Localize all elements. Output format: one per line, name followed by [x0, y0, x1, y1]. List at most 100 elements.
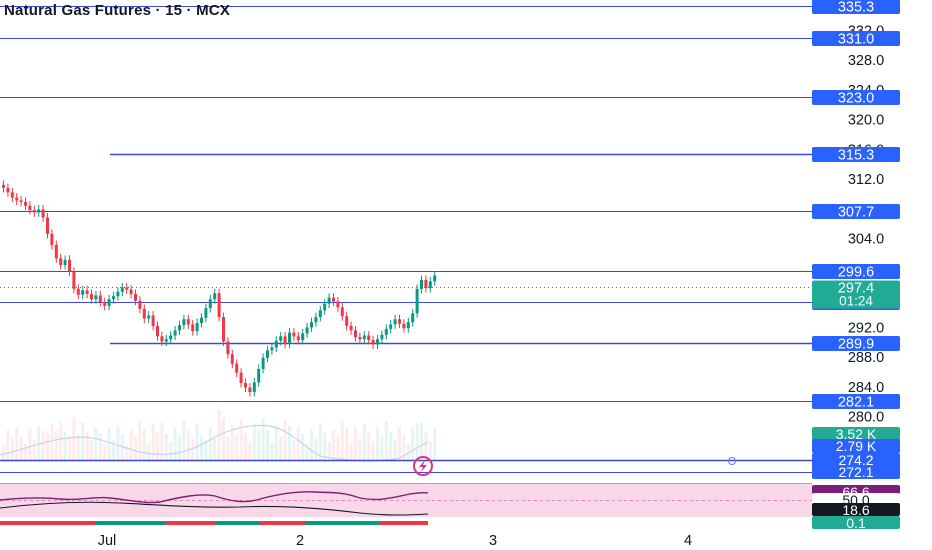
candle-body [283, 336, 287, 344]
candle-body [116, 291, 120, 297]
volume-bar [138, 421, 142, 462]
price-axis-tick: 312.0 [848, 172, 884, 188]
candle-body [244, 383, 247, 388]
volume-bar [305, 443, 309, 462]
candle-body [371, 340, 375, 345]
level-label-box [812, 336, 900, 351]
volume-bar [54, 430, 58, 462]
volume-bar [173, 426, 177, 462]
volume-bar [164, 434, 168, 462]
volume-bar [28, 429, 32, 462]
oscillator-signal-line [0, 501, 429, 516]
candle-body [301, 333, 305, 341]
volume-bar [252, 424, 256, 462]
volume-bar [380, 436, 384, 462]
price-axis-tick: 304.0 [848, 231, 884, 247]
candle-body [50, 233, 54, 246]
trend-strip-segment [0, 521, 96, 525]
volume-bar [182, 421, 186, 462]
volume-bar [160, 422, 164, 462]
volume-bar [257, 430, 261, 462]
sun-icon [728, 457, 736, 465]
oscillator-label-text: 18.6 [842, 502, 869, 518]
volume-bar [195, 423, 199, 462]
lower-level-label-text: 274.2 [838, 452, 873, 468]
lightning-bolt-glyph [419, 460, 427, 472]
candle-body [63, 259, 67, 266]
volume-bar [398, 426, 401, 462]
volume-bar [213, 438, 217, 462]
volume-bar [98, 433, 102, 462]
candle-body [10, 192, 14, 198]
volume-bar [6, 430, 10, 462]
volume-bar [76, 435, 80, 462]
candle-body [314, 317, 318, 323]
candle-body [411, 313, 415, 323]
candle-body [270, 347, 274, 351]
volume-bar [15, 426, 19, 462]
chart-title: Natural Gas Futures · 15 · MCX [4, 2, 231, 19]
last-price-value: 297.4 [838, 281, 874, 297]
lower-level-label-box [812, 453, 900, 467]
volume-bar [134, 436, 137, 462]
candle-body [208, 299, 212, 309]
oscillator-label-box [812, 503, 900, 516]
volume-bar [428, 441, 432, 462]
volume-bar [59, 421, 63, 462]
trend-strip-segment [96, 521, 165, 525]
level-label-box [812, 90, 900, 105]
candle-body [112, 296, 115, 300]
candle-body [46, 217, 49, 234]
oscillator-label-box [812, 516, 900, 529]
candle-body [76, 288, 80, 295]
candle-body [261, 357, 265, 369]
candle-body [402, 323, 406, 329]
candle-body [6, 187, 10, 193]
candle-body [288, 332, 291, 344]
candle-body [120, 287, 124, 292]
volume-bar [367, 432, 371, 462]
lower-level-label-box [812, 465, 900, 479]
candle-body [19, 200, 23, 202]
volume-bar [411, 426, 415, 462]
price-axis-tick: 292.0 [848, 320, 884, 336]
price-axis-tick: 284.0 [848, 380, 884, 396]
level-label-text: 315.3 [838, 148, 874, 164]
time-axis-tick: Jul [98, 533, 117, 549]
candle-body [169, 335, 173, 340]
candle-body [41, 209, 45, 218]
candle-body [98, 295, 102, 303]
level-label-text: 307.7 [838, 205, 874, 221]
candle-body [204, 308, 208, 318]
volume-bar [186, 430, 190, 462]
candle-body [380, 334, 384, 340]
level-label-box [812, 31, 900, 46]
price-axis-tick: 280.0 [848, 409, 884, 425]
volume-bar [270, 442, 274, 462]
candle-body [406, 322, 410, 329]
candle-body [134, 294, 137, 301]
volume-bar [424, 431, 428, 462]
volume-bar [301, 433, 305, 462]
candle-body [345, 316, 349, 326]
price-axis-tick: 328.0 [848, 53, 884, 69]
candle-body [354, 330, 357, 338]
volume-bar [41, 430, 45, 462]
candle-body [164, 339, 168, 342]
candle-body [296, 336, 300, 341]
candle-body [142, 308, 146, 319]
candle-body [292, 332, 296, 337]
volume-bar [433, 428, 437, 462]
candle-body [235, 363, 239, 373]
volume-bar [415, 423, 419, 462]
candle-body [37, 209, 41, 213]
candle-body [28, 205, 32, 211]
volume-bar [235, 434, 239, 462]
volume-bar [85, 432, 89, 462]
candle-body [367, 335, 371, 341]
candle-body [362, 335, 366, 340]
trend-strip-segment [260, 521, 305, 525]
volume-bar [345, 429, 349, 462]
